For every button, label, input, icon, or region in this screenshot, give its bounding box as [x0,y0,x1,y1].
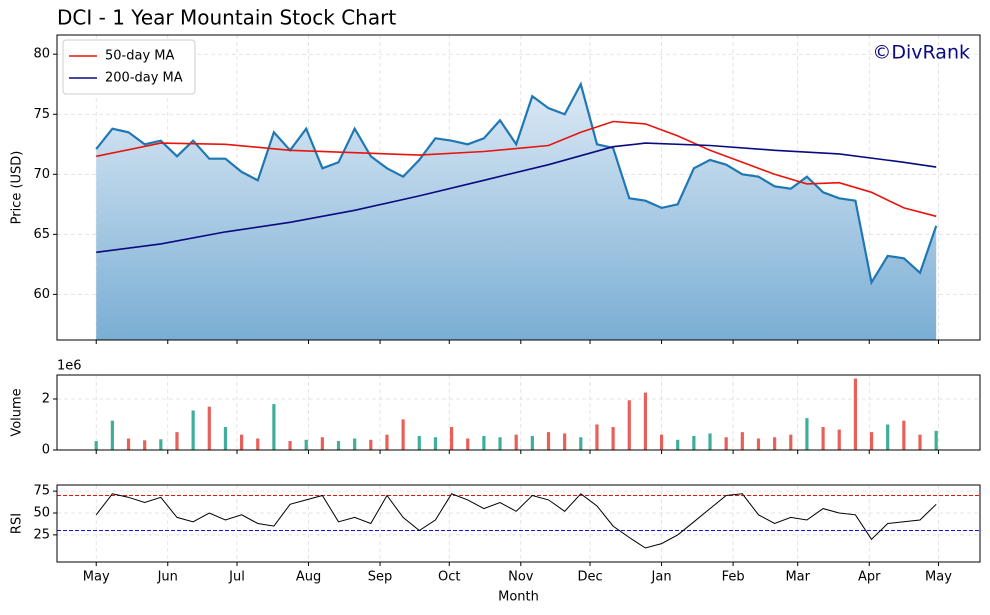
volume-bar [417,435,421,450]
x-tick-label: May [83,570,110,585]
x-tick-label: Mar [785,570,810,585]
y-tick-label: 70 [33,167,50,182]
volume-bar [401,419,405,450]
volume-bar [449,427,454,450]
volume-bar [126,438,131,450]
volume-bar [175,432,179,450]
y-tick-label: 0 [42,443,50,458]
line [96,120,937,218]
x-tick-label: Feb [722,570,745,585]
volume-bar [579,437,583,450]
y-tick-label: 2 [42,391,50,406]
volume-bar [433,437,438,450]
volume-bar [676,439,680,450]
y-tick-label: 80 [33,47,50,62]
offset-label: 1e6 [57,359,82,374]
y-tick-label: 65 [33,227,50,242]
volume-bar [756,438,761,450]
volume-bar [320,437,324,450]
x-tick-label: Dec [577,570,602,585]
y-axis-label: Volume [10,388,25,436]
x-tick-label: Aug [296,570,321,585]
y-tick-label: 25 [33,527,50,542]
y-axis-label: Price (USD) [10,151,25,225]
legend-label: 200-day MA [105,71,183,86]
axes-frame [56,374,981,451]
x-tick-label: Oct [438,570,460,585]
volume-bar [869,432,874,450]
volume-bar [918,434,922,450]
volume-bar [692,435,696,450]
volume-bar [482,435,486,450]
watermark: ©DivRank [872,42,970,64]
volume-bar [207,406,211,450]
volume-bar [530,435,534,450]
axes-frame [56,484,981,563]
volume-bar [143,440,147,450]
volume-bar [288,441,292,450]
volume-bar [240,434,244,450]
x-tick-label: Sep [368,570,393,585]
volume-bar [110,420,114,450]
legend-label: 50-day MA [105,49,174,64]
volume-bar [659,434,664,450]
volume-bar [627,400,631,450]
volume-bar [256,438,260,450]
volume-bar [724,437,728,450]
volume-bar [191,410,195,450]
x-axis-label: Month [498,590,539,605]
chart-title: DCI - 1 Year Mountain Stock Chart [57,6,396,30]
volume-bar [595,424,599,450]
y-tick-label: 75 [33,484,50,499]
volume-bar [563,433,567,450]
line [95,493,937,549]
volume-bar [902,420,906,450]
volume-bar [886,424,890,450]
volume-bar [805,418,809,450]
y-tick-label: 50 [33,506,50,521]
volume-bar [821,427,825,450]
volume-bar [546,432,551,450]
volume-bar [466,438,470,450]
volume-bar [498,437,502,450]
x-tick-label: Apr [858,570,881,585]
y-axis-label: RSI [10,513,25,534]
volume-bar [837,429,841,450]
volume-bar [385,434,389,450]
volume-bar [353,438,357,450]
x-tick-label: Jul [228,570,245,585]
volume-bar [272,404,276,450]
axes-frame [56,34,981,341]
volume-bar [789,434,793,450]
y-tick-label: 60 [33,287,50,302]
legend-box [62,39,196,95]
y-tick-label: 75 [33,107,50,122]
volume-bar [159,439,163,450]
price-area [96,84,937,340]
volume-bar [934,430,938,450]
volume-bar [611,427,615,450]
volume-bar [94,441,98,450]
volume-bar [223,427,228,450]
volume-bar [514,434,518,450]
x-tick-label: Jan [651,570,672,585]
volume-bar [708,433,712,450]
x-tick-label: May [925,570,952,585]
volume-bar [304,439,308,450]
volume-bar [853,378,857,450]
volume-bar [336,441,341,450]
volume-bar [740,432,744,450]
line [95,81,938,286]
volume-bar [773,437,777,450]
x-tick-label: Nov [508,570,534,585]
volume-bar [369,439,373,450]
x-tick-label: Jun [157,570,178,585]
volume-bar [643,392,648,450]
line [96,142,937,254]
